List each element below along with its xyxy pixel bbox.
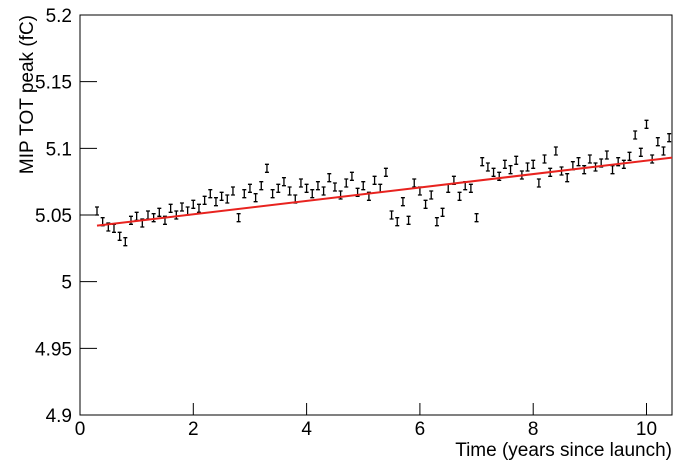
error-bar [247,183,252,193]
error-bar [219,191,224,201]
error-bar [661,146,666,156]
error-bar [633,130,638,140]
y-axis-title: MIP TOT peak (fC) [17,15,38,174]
error-bar [604,150,609,160]
error-bar [310,189,315,199]
error-bar [230,186,235,196]
error-bar [638,147,643,157]
y-tick-label: 4.95 [35,339,72,360]
error-bar [542,154,547,164]
error-bar [208,189,213,199]
error-bar [179,202,184,212]
error-bar [242,189,247,199]
error-bar [213,197,218,207]
error-bar [644,119,649,129]
error-bar [485,162,490,172]
error-bar [117,231,122,241]
error-bar [253,193,258,203]
error-bar [94,206,99,216]
error-bar [412,178,417,188]
error-bar [123,237,128,247]
error-bar [508,165,513,175]
error-bar [332,182,337,192]
error-bar [344,178,349,188]
error-bar [655,137,660,147]
error-bar [536,178,541,188]
error-bar [264,163,269,173]
error-bar [372,175,377,185]
error-bar [298,178,303,188]
error-bar [361,181,366,191]
error-bar [667,133,672,143]
error-bar [627,151,632,161]
error-bar [157,207,162,217]
error-bar [474,213,479,223]
fit-line [96,156,673,227]
error-bar [202,195,207,205]
error-bar [565,173,570,183]
x-tick-label: 10 [636,419,657,440]
x-tick-label: 0 [75,419,86,440]
error-bar [587,154,592,164]
error-bar [650,154,655,164]
x-tick-label: 2 [188,419,199,440]
error-bar [111,223,116,233]
error-bar [468,183,473,193]
error-bar [145,210,150,220]
error-bar [315,181,320,191]
error-bar [383,167,388,177]
error-bar [400,197,405,207]
y-tick-label: 5.05 [35,206,72,227]
x-tick-label: 6 [415,419,426,440]
error-bar [304,183,309,193]
error-bar [440,207,445,217]
error-bar [276,183,281,193]
error-bar [531,159,536,169]
error-bar [236,213,241,223]
error-bar [576,157,581,167]
error-bar [525,162,530,172]
error-bar [281,177,286,187]
x-axis-title: Time (years since launch) [455,440,672,461]
error-bar [349,171,354,181]
y-tick-label: 5.15 [35,73,72,94]
error-bar [327,173,332,183]
error-bar [434,217,439,227]
plot-frame [79,14,673,416]
error-bar [553,146,558,156]
error-bar [134,211,139,221]
error-bar [168,203,173,213]
error-bar [395,217,400,227]
error-bar [259,181,264,191]
error-bar [128,215,133,225]
error-bar [270,189,275,199]
error-bar [610,165,615,175]
error-bar [191,199,196,209]
error-bar [225,194,230,204]
error-bar [174,210,179,220]
x-tick-label: 4 [301,419,312,440]
error-bar [196,203,201,213]
error-bar [480,157,485,167]
error-bar [321,186,326,196]
error-bar [423,199,428,209]
error-bar [502,159,507,169]
y-tick-label: 5.1 [46,139,72,160]
y-tick-label: 5 [61,273,72,294]
error-bar [582,165,587,175]
y-tick-label: 5.2 [46,6,72,27]
error-bar [429,190,434,200]
error-bar [389,210,394,220]
error-bar [446,183,451,193]
x-tick-label: 8 [528,419,539,440]
error-bar [514,155,519,165]
error-bar [457,191,462,201]
y-tick-label: 4.9 [46,406,72,427]
error-bar [287,186,292,196]
error-bar [151,213,156,223]
error-bar [491,167,496,177]
error-bar [406,215,411,225]
